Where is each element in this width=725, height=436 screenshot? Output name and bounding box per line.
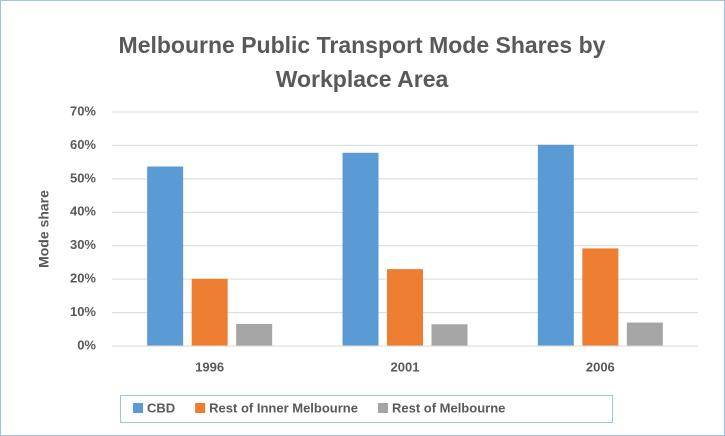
legend-label: CBD: [147, 400, 175, 415]
y-tick-label: 60%: [70, 137, 96, 152]
y-tick-label: 20%: [70, 271, 96, 286]
bar: [342, 152, 379, 346]
y-tick-label: 70%: [70, 103, 96, 118]
legend-swatch: [377, 403, 388, 413]
chart-title: Melbourne Public Transport Mode Shares b…: [118, 32, 606, 92]
y-tick-label: 0%: [77, 337, 96, 352]
x-tick-label: 1996: [195, 359, 224, 374]
legend-box: [120, 395, 613, 423]
y-tick-label: 40%: [70, 204, 96, 219]
legend-swatch: [195, 403, 206, 413]
x-tick-label: 2006: [586, 359, 615, 374]
legend-label: Rest of Inner Melbourne: [209, 400, 358, 415]
bar: [431, 324, 468, 346]
bar: [626, 322, 663, 346]
bar: [387, 269, 423, 346]
y-tick-label: 10%: [70, 304, 96, 319]
legend-label: Rest of Melbourne: [392, 400, 505, 415]
y-tick-label: 30%: [70, 237, 96, 252]
bar: [191, 278, 228, 346]
bar: [236, 323, 273, 346]
bar: [582, 248, 619, 346]
legend-swatch: [133, 403, 143, 413]
y-axis-label: Mode share: [36, 190, 52, 268]
bar: [537, 144, 574, 346]
bar: [147, 166, 184, 346]
x-tick-label: 2001: [391, 359, 420, 374]
y-tick-label: 50%: [70, 170, 96, 185]
